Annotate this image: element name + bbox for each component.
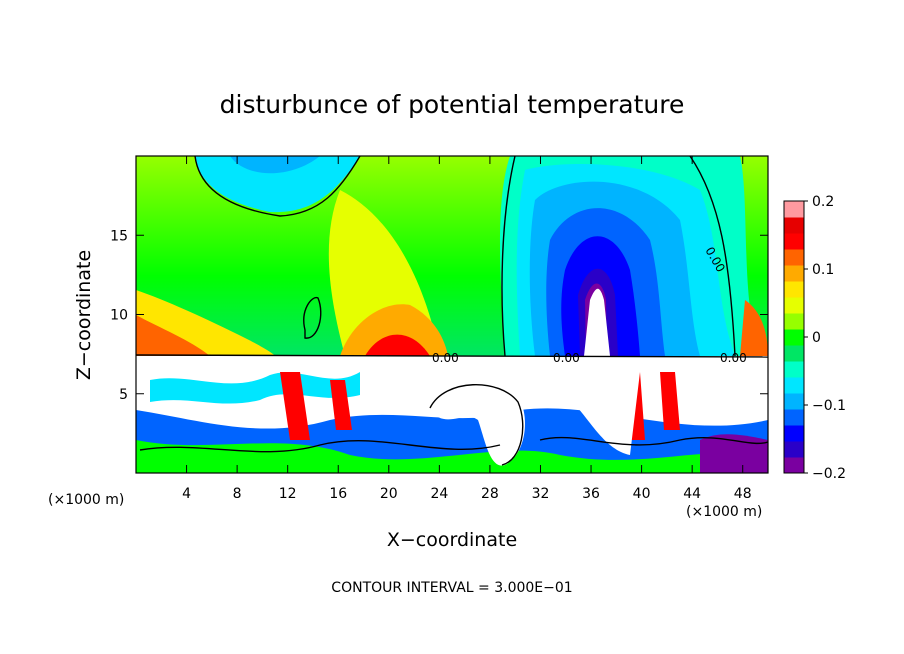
x-tick-label: 36 [582,486,600,502]
plot-area: 0.00 0.00 0.00 0.00 [135,155,769,474]
colorbar-tick-label: 0.2 [812,194,834,210]
colorbar-swatches [784,201,804,474]
x-tick-label: 32 [532,486,550,502]
contour-interval-footer: CONTOUR INTERVAL = 3.000E−01 [331,580,572,596]
x-tick-label: 12 [279,486,297,502]
red-edge-right [740,300,768,356]
colorbar-tick-label: −0.2 [812,466,846,482]
y-axis: 5 10 15 [110,228,768,403]
x-unit-right: (×1000 m) [686,504,762,520]
contour-lower-1 [429,384,524,466]
colorbar-swatch [784,393,804,410]
contour-cold-cell-right [689,156,736,357]
contour-label-3: 0.00 [720,351,747,365]
cyan-upper-left [195,156,360,213]
colorbar-swatch [784,329,804,346]
x-tick-label: 40 [633,486,651,502]
x-axis: 4 8 12 16 20 24 28 32 36 40 44 48 [182,156,752,502]
colorbar-swatch [784,361,804,378]
x-tick-label: 8 [233,486,242,502]
x-tick-label: 48 [734,486,752,502]
colorbar-swatch [784,249,804,266]
cyan-upper-left-core [230,156,320,174]
x-unit-left: (×1000 m) [48,492,124,508]
colorbar-swatch [784,201,804,218]
x-tick-label: 20 [380,486,398,502]
chart-title: disturbunce of potential temperature [220,90,685,119]
contour-label-1: 0.00 [432,351,459,365]
contour-upper-left [194,156,361,217]
lower-green-band [136,440,768,473]
colorbar-swatch [784,297,804,314]
colorbar-swatch [784,457,804,474]
lower-purple-patch [700,434,768,473]
warm-lobe-mid-red [365,334,430,356]
colorbar-swatch [784,281,804,298]
x-tick-label: 4 [182,486,191,502]
heatmap-field [136,156,768,473]
colorbar-swatch [784,345,804,362]
y-axis-label: Z−coordinate [73,250,95,380]
x-tick-label: 24 [430,486,448,502]
colorbar-swatch [784,217,804,234]
contour-labels: 0.00 0.00 0.00 0.00 [432,245,747,366]
lower-white-plume [540,367,640,455]
x-tick-label: 28 [481,486,499,502]
colorbar: 0.2 0.1 0 −0.1 −0.2 [783,194,846,482]
contour-lines [136,156,768,466]
colorbar-tick-label: −0.1 [812,398,846,414]
y-tick-label: 15 [110,228,128,244]
lower-white-lobe [430,383,525,466]
colorbar-swatch [784,265,804,282]
y-tick-label: 10 [110,308,128,324]
colorbar-swatch [784,377,804,394]
colorbar-swatch [784,409,804,426]
colorbar-swatch [784,313,804,330]
lower-red-streaks [280,372,680,440]
x-axis-label: X−coordinate [387,529,517,551]
x-tick-label: 44 [683,486,701,502]
white-plume [584,288,610,356]
contour-lower-3 [539,436,768,446]
x-tick-label: 16 [329,486,347,502]
lower-cyan-streak [150,372,360,404]
warm-lobe-left-red [136,315,210,356]
contour-small-loop [303,296,322,339]
y-tick-label: 5 [119,387,128,403]
contour-label-2: 0.00 [553,351,580,365]
colorbar-tick-label: 0.1 [812,262,834,278]
colorbar-swatch [784,233,804,250]
contour-cold-cell [501,156,516,357]
colorbar-tick-label: 0 [812,330,821,346]
contour-lower-2 [139,439,501,453]
colorbar-ticks: 0.2 0.1 0 −0.1 −0.2 [804,194,846,482]
contour-interface [136,354,768,358]
colorbar-swatch [784,425,804,442]
colorbar-swatch [784,441,804,458]
warm-lobe-mid [340,304,448,356]
